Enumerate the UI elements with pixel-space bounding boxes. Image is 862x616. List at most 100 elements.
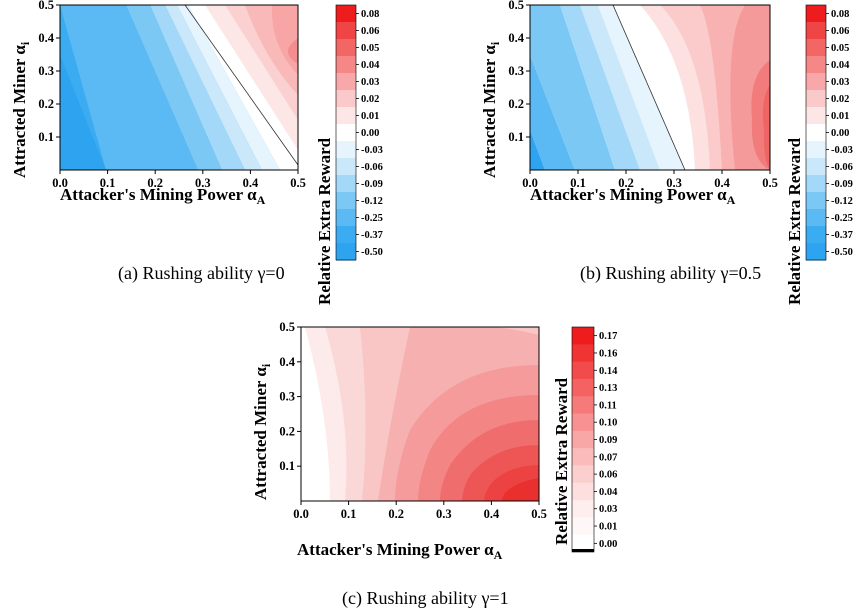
y-tick-label: 0.4 <box>279 355 295 369</box>
x-tick-label: 0.0 <box>52 176 68 190</box>
colorbar-tick-label: 0.03 <box>361 77 379 88</box>
x-tick-label: 0.0 <box>522 176 538 190</box>
colorbar-segment <box>806 209 826 227</box>
y-axis-title-b: Attracted Miner αi <box>480 41 502 178</box>
x-tick-label: 0.1 <box>570 176 586 190</box>
caption-b: (b) Rushing ability γ=0.5 <box>580 263 761 284</box>
colorbar-tick-label: 0.14 <box>599 366 618 377</box>
y-tick-label: 0.1 <box>508 130 524 144</box>
panel-c: 0.0 0.1 0.2 0.3 0.4 0.5 0.1 0.2 0.3 0.4 0.5 Attac… <box>251 320 618 609</box>
y-tick-label: 0.3 <box>508 64 524 78</box>
colorbar-tick-label: 0.01 <box>599 522 617 533</box>
caption-c: (c) Rushing ability γ=1 <box>342 588 509 609</box>
colorbar-segment <box>806 141 826 159</box>
y-ticks-c: 0.1 0.2 0.3 0.4 0.5 <box>279 320 301 473</box>
colorbar-segment <box>806 73 826 91</box>
x-tick-label: 0.5 <box>290 176 306 190</box>
y-ticks-b: 0.1 0.2 0.3 0.4 0.5 <box>508 0 530 144</box>
colorbar-segment <box>572 465 594 484</box>
x-tick-label: 0.0 <box>293 507 309 521</box>
y-tick-label: 0.1 <box>38 130 54 144</box>
panel-b: 0.0 0.1 0.2 0.3 0.4 0.5 0.1 0.2 0.3 0.4 0.5 Attac… <box>480 0 853 305</box>
colorbar-segment <box>572 534 594 553</box>
colorbar-segment <box>572 482 594 501</box>
colorbar-segment <box>806 192 826 210</box>
panel-a: 0.0 0.1 0.2 0.3 0.4 0.5 0.1 0.2 0.3 0.4 0.5 Attac… <box>10 0 383 305</box>
colorbar-segment <box>806 22 826 40</box>
colorbar-tick-label: 0.00 <box>361 128 379 139</box>
colorbar-tick-label: 0.01 <box>831 111 849 122</box>
colorbar-tick-label: 0.10 <box>599 418 617 429</box>
colorbar-tick-label: 0.04 <box>599 487 618 498</box>
colorbar-tick-label: 0.00 <box>831 128 849 139</box>
colorbar-segment <box>336 56 356 74</box>
colorbar-segment <box>806 226 826 244</box>
colorbar-segment <box>336 175 356 193</box>
colorbar-tick-label: -0.12 <box>361 196 383 207</box>
colorbar-segment <box>336 73 356 91</box>
colorbar-tick-label: 0.05 <box>361 43 379 54</box>
x-tick-label: 0.4 <box>484 507 500 521</box>
y-tick-label: 0.4 <box>38 31 54 45</box>
y-tick-label: 0.2 <box>508 97 524 111</box>
colorbar-segment <box>336 243 356 261</box>
colorbar-tick-label: -0.50 <box>361 247 383 258</box>
colorbar-segment <box>806 243 826 261</box>
y-tick-label: 0.5 <box>279 320 295 334</box>
colorbar-tick-label: -0.03 <box>831 145 853 156</box>
colorbar-tick-label: -0.09 <box>361 179 383 190</box>
plot-frame-b <box>529 4 771 171</box>
x-axis-title-a: Attacker's Mining Power αA <box>60 185 266 207</box>
colorbar-tick-label: -0.25 <box>831 213 853 224</box>
colorbar-segment <box>336 5 356 23</box>
colorbar-segment <box>806 90 826 108</box>
colorbar-tick-label: -0.50 <box>831 247 853 258</box>
colorbar-a: 0.08 0.06 0.05 0.04 0.03 0.02 0.01 0.00 -0.03 -0.… <box>335 4 383 261</box>
colorbar-tick-label: 0.08 <box>361 9 379 20</box>
colorbar-tick-label: 0.03 <box>831 77 849 88</box>
colorbar-segment <box>336 226 356 244</box>
colorbar-segment <box>572 344 594 363</box>
colorbar-segment <box>572 378 594 397</box>
colorbar-tick-label: -0.25 <box>361 213 383 224</box>
x-tick-label: 0.2 <box>147 176 163 190</box>
colorbar-tick-label: 0.11 <box>599 400 617 411</box>
colorbar-tick-label: 0.09 <box>599 435 617 446</box>
colorbar-segment <box>806 56 826 74</box>
colorbar-segment <box>806 175 826 193</box>
colorbar-title-a: Relative Extra Reward <box>315 137 334 305</box>
colorbar-tick-label: 0.04 <box>361 60 380 71</box>
y-tick-label: 0.1 <box>279 459 295 473</box>
heatmap-a <box>60 5 298 170</box>
colorbar-segment <box>336 192 356 210</box>
colorbar-segment <box>336 39 356 57</box>
y-axis-title-c: Attracted Miner αi <box>251 363 273 500</box>
colorbar-segment <box>336 22 356 40</box>
colorbar-tick-label: -0.06 <box>831 162 853 173</box>
x-tick-label: 0.2 <box>618 176 634 190</box>
x-axis-title-c: Attacker's Mining Power αA <box>297 540 503 562</box>
x-tick-label: 0.4 <box>243 176 259 190</box>
colorbar-tick-label: 0.16 <box>599 348 617 359</box>
colorbar-tick-label: 0.06 <box>599 470 617 481</box>
colorbar-tick-label: 0.03 <box>599 504 617 515</box>
colorbar-tick-label: -0.09 <box>831 179 853 190</box>
x-ticks-c: 0.0 0.1 0.2 0.3 0.4 0.5 <box>293 501 547 521</box>
colorbar-segment <box>806 107 826 125</box>
colorbar-segment <box>572 327 594 345</box>
y-tick-label: 0.3 <box>279 390 295 404</box>
colorbar-c: 0.17 0.16 0.14 0.13 0.11 0.10 0.09 0.07 0.06 0.04… <box>571 326 618 553</box>
colorbar-tick-label: -0.37 <box>831 230 853 241</box>
x-tick-label: 0.4 <box>714 176 730 190</box>
colorbar-tick-label: 0.01 <box>361 111 379 122</box>
colorbar-tick-label: -0.37 <box>361 230 383 241</box>
colorbar-segment <box>806 5 826 23</box>
x-tick-label: 0.3 <box>666 176 682 190</box>
x-tick-label: 0.5 <box>762 176 778 190</box>
colorbar-tick-label: -0.06 <box>361 162 383 173</box>
x-tick-label: 0.3 <box>436 507 452 521</box>
plot-frame-a <box>59 4 299 171</box>
colorbar-b: 0.08 0.06 0.05 0.04 0.03 0.02 0.01 0.00 -0.03 -0.… <box>805 4 853 261</box>
y-tick-label: 0.5 <box>38 0 54 12</box>
y-tick-label: 0.5 <box>508 0 524 12</box>
